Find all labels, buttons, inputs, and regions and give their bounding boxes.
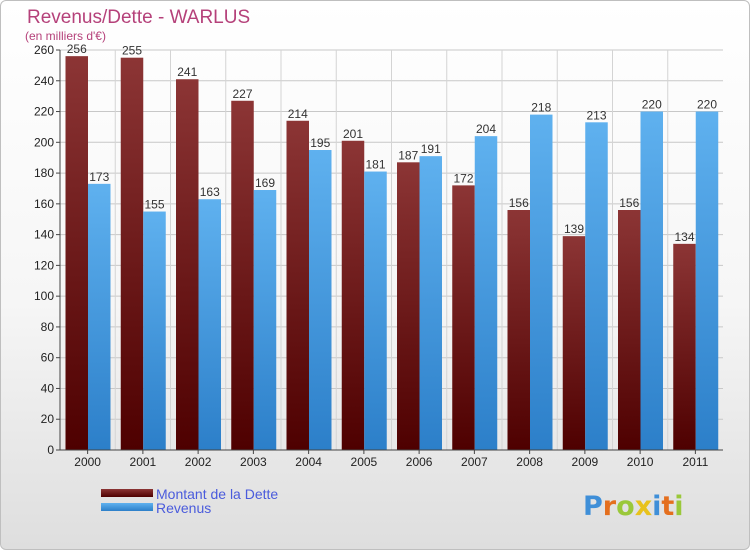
- logo-letter: P: [583, 491, 603, 522]
- data-label: 187: [398, 148, 418, 162]
- logo-letter: t: [661, 491, 674, 522]
- data-label: 139: [564, 222, 584, 236]
- proxiti-logo: Proxiti: [583, 491, 684, 522]
- data-label: 173: [89, 170, 109, 184]
- y-tick-label: 160: [34, 197, 54, 211]
- bar-revenus: [198, 199, 221, 450]
- x-tick-label: 2002: [185, 455, 212, 469]
- x-tick-label: 2005: [351, 455, 378, 469]
- y-tick-label: 140: [34, 228, 54, 242]
- x-tick-label: 2008: [516, 455, 543, 469]
- bar-revenus: [474, 136, 498, 450]
- y-tick-label: 240: [34, 74, 54, 88]
- bar-revenus: [143, 211, 166, 450]
- bars: [65, 56, 719, 451]
- y-tick-label: 100: [34, 289, 54, 303]
- bar-revenus: [364, 171, 387, 451]
- bar-dette: [341, 140, 365, 450]
- data-label: 172: [453, 171, 473, 185]
- data-label: 155: [144, 198, 164, 212]
- data-label: 181: [365, 158, 385, 172]
- chart-subtitle: (en milliers d'€): [25, 29, 106, 43]
- x-tick-label: 2001: [130, 455, 157, 469]
- data-label: 201: [343, 127, 363, 141]
- bar-dette: [397, 162, 420, 451]
- bar-dette: [507, 210, 530, 450]
- bar-dette: [562, 236, 586, 450]
- data-label: 213: [586, 108, 606, 122]
- bar-revenus: [88, 183, 111, 450]
- x-tick-label: 2006: [406, 455, 433, 469]
- data-label: 191: [421, 142, 441, 156]
- data-label: 169: [255, 176, 275, 190]
- bar-revenus: [419, 156, 442, 450]
- y-tick-label: 120: [34, 258, 54, 272]
- y-tick-label: 180: [34, 166, 54, 180]
- bar-dette: [618, 210, 641, 450]
- data-label: 195: [310, 136, 330, 150]
- x-tick-label: 2010: [627, 455, 654, 469]
- bar-revenus: [530, 114, 553, 450]
- y-tick-label: 0: [47, 443, 54, 457]
- data-label: 214: [288, 107, 308, 121]
- bar-dette: [65, 56, 88, 451]
- data-label: 204: [476, 122, 496, 136]
- legend: Montant de la Dette Revenus: [101, 486, 278, 516]
- y-tick-label: 20: [41, 412, 55, 426]
- x-tick-label: 2007: [461, 455, 488, 469]
- bar-revenus: [309, 150, 332, 450]
- data-label: 256: [67, 42, 87, 56]
- y-tick-label: 80: [41, 320, 55, 334]
- x-tick-label: 2000: [74, 455, 101, 469]
- y-tick-label: 220: [34, 105, 54, 119]
- grid-lines: [60, 49, 723, 450]
- x-tick-label: 2009: [572, 455, 599, 469]
- legend-label-revenus: Revenus: [156, 500, 211, 516]
- bar-revenus: [253, 190, 277, 450]
- data-label: 220: [697, 98, 717, 112]
- data-label: 255: [122, 44, 142, 58]
- logo-letter: o: [616, 491, 635, 522]
- logo-letter: i: [674, 491, 683, 522]
- data-label: 134: [674, 230, 694, 244]
- bar-dette: [673, 243, 696, 450]
- data-label: 163: [200, 185, 220, 199]
- bar-dette: [452, 185, 475, 450]
- data-label: 227: [232, 87, 252, 101]
- chart-title: Revenus/Dette - WARLUS: [27, 7, 250, 28]
- y-tick-label: 60: [41, 351, 55, 365]
- data-label: 220: [642, 98, 662, 112]
- bar-dette: [120, 57, 144, 450]
- bar-revenus: [585, 122, 608, 451]
- logo-letter: i: [652, 491, 661, 522]
- legend-label-dette: Montant de la Dette: [156, 486, 278, 502]
- data-label: 241: [177, 65, 197, 79]
- bar-revenus: [695, 111, 719, 451]
- legend-swatch-dette: [101, 489, 153, 497]
- bar-dette: [231, 100, 254, 451]
- x-tick-label: 2011: [682, 455, 708, 469]
- bar-dette: [286, 120, 309, 451]
- logo-letter: x: [635, 491, 652, 522]
- data-label: 156: [619, 196, 639, 210]
- logo-letter: r: [603, 491, 617, 522]
- y-tick-label: 40: [41, 381, 55, 395]
- y-tick-label: 260: [34, 43, 54, 57]
- bar-revenus: [640, 111, 663, 451]
- legend-swatch-revenus: [101, 503, 153, 511]
- axes: 0 20 40 60 80 100 120 140 160 180 200 220 240 260 2000…: [34, 43, 723, 469]
- x-tick-label: 2003: [240, 455, 267, 469]
- data-label: 156: [509, 196, 529, 210]
- data-label: 218: [531, 101, 551, 115]
- x-tick-label: 2004: [295, 455, 322, 469]
- y-tick-label: 200: [34, 135, 54, 149]
- bar-dette: [176, 79, 199, 450]
